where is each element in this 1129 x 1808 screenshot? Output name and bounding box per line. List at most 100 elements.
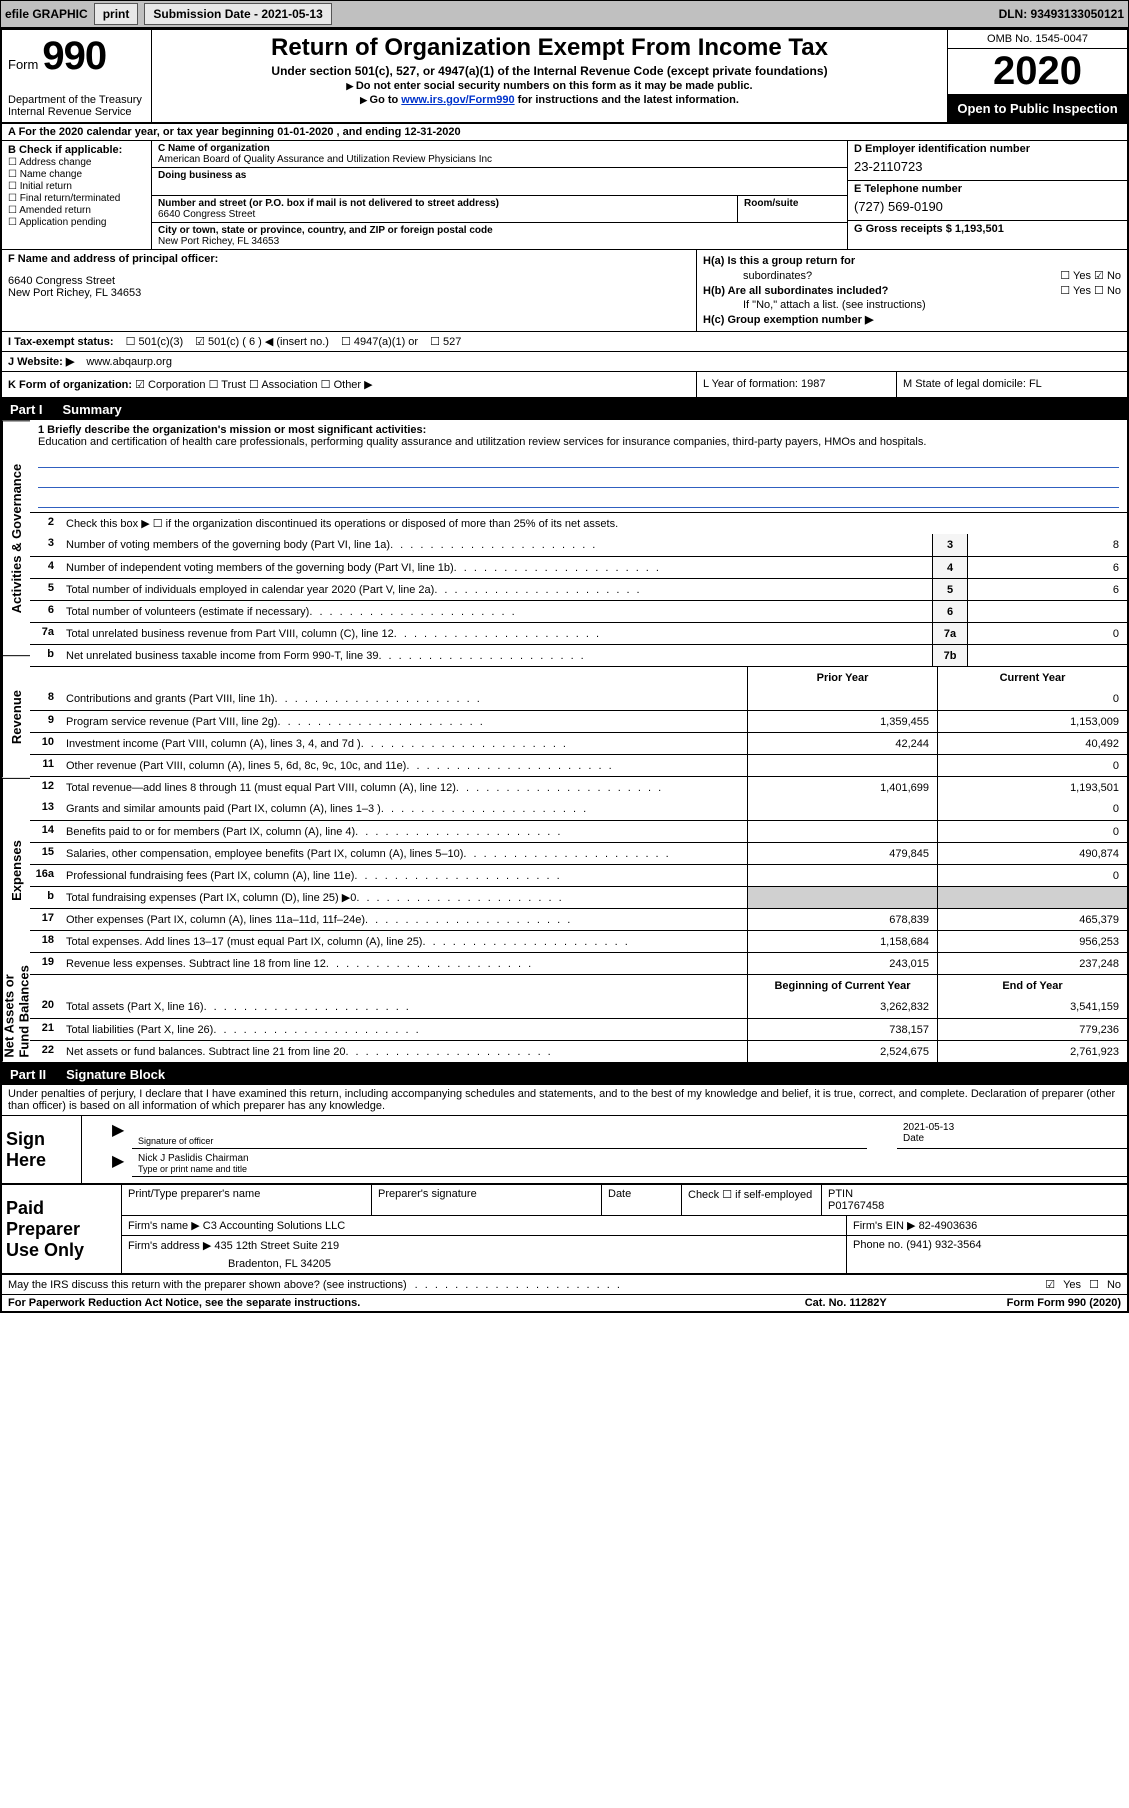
ha-no-check[interactable] [1094,270,1107,282]
row-val [967,645,1127,666]
form-word: Form [8,57,38,72]
tel-value: (727) 569-0190 [854,195,1121,218]
org-name-label: C Name of organization [158,143,841,154]
row-num: 22 [30,1041,60,1062]
row-text: Grants and similar amounts paid (Part IX… [60,798,747,820]
row-num: 5 [30,579,60,600]
prior-val [747,755,937,776]
4947-check[interactable] [341,336,354,348]
row-15: 15 Salaries, other compensation, employe… [30,842,1127,864]
row-text: Other revenue (Part VIII, column (A), li… [60,755,747,776]
officer-name: Nick J Paslidis Chairman [138,1153,1121,1164]
corp-check[interactable] [135,379,148,391]
col-h-group: H(a) Is this a group return for subordin… [697,250,1127,331]
501c3-check[interactable] [126,336,139,348]
print-button[interactable]: print [94,3,139,25]
row-text: Professional fundraising fees (Part IX, … [60,865,747,886]
current-val: 237,248 [937,953,1127,974]
row-k-label: K Form of organization: [8,379,132,391]
gov-row-3: 3 Number of voting members of the govern… [30,534,1127,556]
row-val: 6 [967,557,1127,578]
4947-label: 4947(a)(1) or [354,336,418,348]
prep-name-lab: Print/Type preparer's name [122,1185,372,1215]
ha-yes-check[interactable] [1060,270,1073,282]
footer-bottom: For Paperwork Reduction Act Notice, see … [2,1295,1127,1311]
sig-date-lab: Date [903,1133,1121,1144]
addr-label: Number and street (or P.O. box if mail i… [158,198,731,209]
row-num: 4 [30,557,60,578]
assoc-check[interactable] [249,379,261,391]
row-num: b [30,887,60,908]
firm-addr2: Bradenton, FL 34205 [228,1258,840,1270]
gov-row-6: 6 Total number of volunteers (estimate i… [30,600,1127,622]
hb-yes-check[interactable] [1060,285,1073,297]
firm-ein-lab: Firm's EIN ▶ [853,1220,916,1232]
row-text: Revenue less expenses. Subtract line 18 … [60,953,747,974]
row-text: Contributions and grants (Part VIII, lin… [60,688,747,710]
row-num: 17 [30,909,60,930]
side-expenses: Expenses [2,778,30,962]
colb-opt-2[interactable]: Initial return [8,181,145,192]
part1-num: Part I [10,402,43,417]
row-16a: 16a Professional fundraising fees (Part … [30,864,1127,886]
current-val: 2,761,923 [937,1041,1127,1062]
row-14: 14 Benefits paid to or for members (Part… [30,820,1127,842]
row-text: Net unrelated business taxable income fr… [60,645,932,666]
discuss-yes-check[interactable] [1045,1278,1055,1291]
current-val: 0 [937,821,1127,842]
officer-addr1: 6640 Congress Street [8,275,690,287]
current-year-hdr: Current Year [937,667,1127,688]
row-21: 21 Total liabilities (Part X, line 26) 7… [30,1018,1127,1040]
row-boxnum: 4 [932,557,967,578]
row-num: 13 [30,798,60,820]
form-number: 990 [42,34,106,79]
row-8: 8 Contributions and grants (Part VIII, l… [30,688,1127,710]
ein-label: D Employer identification number [854,143,1121,155]
hb-no-check[interactable] [1094,285,1107,297]
firm-name: C3 Accounting Solutions LLC [203,1220,345,1232]
prior-val: 738,157 [747,1019,937,1040]
officer-name-lab: Type or print name and title [138,1164,1121,1174]
527-check[interactable] [430,336,443,348]
gross-receipts: G Gross receipts $ 1,193,501 [854,223,1121,235]
form-990: Form 990 Department of the Treasury Inte… [0,28,1129,1313]
row-num: 19 [30,953,60,974]
form-header: Form 990 Department of the Treasury Inte… [2,30,1127,124]
row-num: 16a [30,865,60,886]
officer-label: F Name and address of principal officer: [8,253,690,265]
efile-label: efile GRAPHIC [5,7,88,21]
hb-yes: Yes [1073,285,1091,297]
row-num: 20 [30,996,60,1018]
row-num: 15 [30,843,60,864]
row-12: 12 Total revenue—add lines 8 through 11 … [30,776,1127,798]
prep-self-employed[interactable]: Check ☐ if self-employed [682,1185,822,1215]
trust-check[interactable] [209,379,222,391]
col-d: D Employer identification number 23-2110… [847,141,1127,249]
header-center: Return of Organization Exempt From Incom… [152,30,947,122]
colb-opt-4[interactable]: Amended return [8,205,145,216]
irs-link[interactable]: www.irs.gov/Form990 [401,94,514,106]
row-text: Other expenses (Part IX, column (A), lin… [60,909,747,930]
header-right: OMB No. 1545-0047 2020 Open to Public In… [947,30,1127,122]
colb-opt-5[interactable]: Application pending [8,217,145,228]
discuss-no-check[interactable] [1089,1278,1099,1291]
other-check[interactable] [321,379,334,391]
row-num: 11 [30,755,60,776]
website-value: www.abqaurp.org [86,356,172,368]
row-boxnum: 6 [932,601,967,622]
row-boxnum: 5 [932,579,967,600]
part1-header: Part I Summary [2,399,1127,420]
501c-check[interactable] [195,336,208,348]
colb-opt-3[interactable]: Final return/terminated [8,193,145,204]
prior-val [747,887,937,908]
submission-date-label: Submission Date - 2021-05-13 [144,3,331,25]
row-text: Investment income (Part VIII, column (A)… [60,733,747,754]
row-text: Total fundraising expenses (Part IX, col… [60,887,747,908]
colb-opt-1[interactable]: Name change [8,169,145,180]
row-num: 18 [30,931,60,952]
527-label: 527 [443,336,461,348]
row-val [967,601,1127,622]
colb-opt-0[interactable]: Address change [8,157,145,168]
sig-arrow2-icon: ▶ [112,1151,132,1177]
current-val: 490,874 [937,843,1127,864]
